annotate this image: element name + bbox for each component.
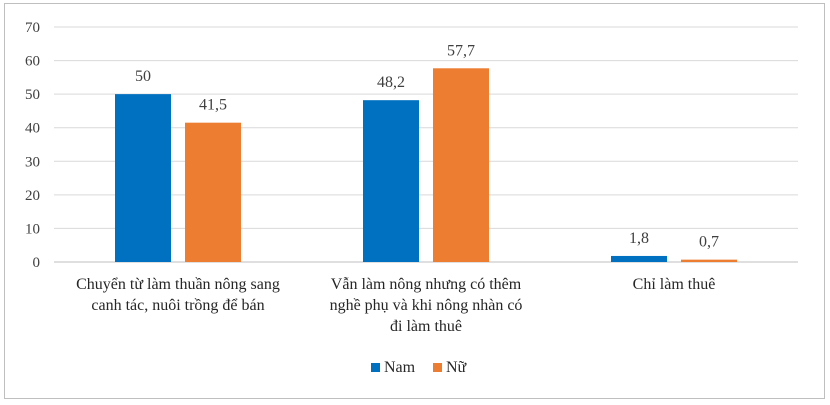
category-label: đi làm thuê xyxy=(390,318,462,335)
category-labels: Chuyển từ làm thuần nông sang canh tác, n… xyxy=(76,276,715,335)
data-label: 0,7 xyxy=(699,234,719,251)
bars xyxy=(115,68,737,263)
data-label: 1,8 xyxy=(629,230,649,247)
bar-nam-1 xyxy=(363,100,419,262)
y-tick-label: 60 xyxy=(25,54,40,70)
y-tick-label: 30 xyxy=(25,154,40,170)
bar-nam-0 xyxy=(115,94,171,263)
data-label: 57,7 xyxy=(447,42,475,59)
y-tick-label: 0 xyxy=(33,255,41,271)
y-tick-label: 40 xyxy=(25,121,40,137)
data-labels: 50 41,5 48,2 57,7 1,8 0,7 xyxy=(135,42,719,250)
bar-n-0 xyxy=(185,122,241,262)
bar-nam-2 xyxy=(611,255,667,262)
legend-label: Nữ xyxy=(446,359,468,376)
data-label: 48,2 xyxy=(377,74,405,91)
y-tick-label: 50 xyxy=(25,87,40,103)
category-label: Chuyển từ làm thuần nông sang xyxy=(76,276,280,293)
legend-label: Nam xyxy=(384,359,416,376)
legend: Nam Nữ xyxy=(371,359,468,376)
category-label: nghề phụ và khi nông nhàn có xyxy=(330,297,523,314)
legend-swatch xyxy=(371,363,380,372)
y-axis: 0 10 20 30 40 50 60 70 xyxy=(25,20,40,271)
legend-swatch xyxy=(433,363,442,372)
bar-n-1 xyxy=(433,68,489,263)
bar-n-2 xyxy=(681,259,737,262)
category-label: Chỉ làm thuê xyxy=(633,276,716,293)
y-tick-label: 10 xyxy=(25,221,40,237)
y-tick-label: 70 xyxy=(25,20,40,36)
data-label: 41,5 xyxy=(199,97,227,114)
y-tick-label: 20 xyxy=(25,188,40,204)
category-label: Vẫn làm nông nhưng có thêm xyxy=(331,276,522,293)
category-label: canh tác, nuôi trồng để bán xyxy=(91,297,264,314)
gridlines xyxy=(54,26,798,263)
data-label: 50 xyxy=(135,68,151,85)
